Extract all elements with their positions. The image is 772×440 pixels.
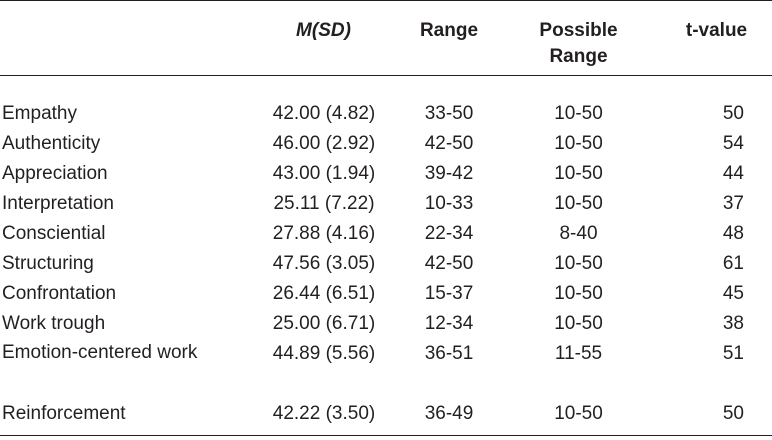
row-label: Authenticity — [2, 133, 101, 154]
row-possible-range: 10-50 — [554, 103, 603, 124]
row-t-value: 48 — [722, 223, 744, 244]
header-t-value: t-value — [644, 0, 772, 76]
row-label: Emotion-centered work — [2, 342, 198, 363]
header-row: M(SD) Range Possible Range t-value — [0, 0, 772, 76]
row-possible-range: 10-50 — [554, 283, 603, 304]
row-t-value: 50 — [722, 103, 744, 124]
row-msd: 25.00 (6.71) — [272, 313, 376, 334]
row-possible-range: 10-50 — [554, 313, 603, 334]
row-range: 42-50 — [424, 133, 474, 154]
row-msd: 47.56 (3.05) — [272, 253, 376, 274]
row-msd: 26.44 (6.51) — [272, 283, 376, 304]
row-t-value: 61 — [722, 253, 744, 274]
table-row: Work trough 25.00 (6.71) 12-34 10-50 38 — [0, 309, 772, 339]
table-row: Consciential 27.88 (4.16) 22-34 8-40 48 — [0, 219, 772, 249]
table-row: Interpretation 25.11 (7.22) 10-33 10-50 … — [0, 189, 772, 219]
row-possible-range: 10-50 — [554, 163, 603, 184]
table-row: Empathy 42.00 (4.82) 33-50 10-50 50 — [0, 76, 772, 130]
table-row: Emotion-centered work 44.89 (5.56) 36-51… — [0, 339, 772, 399]
row-msd: 42.00 (4.82) — [272, 103, 376, 124]
row-label: Empathy — [2, 103, 77, 124]
header-msd: M(SD) — [255, 0, 385, 76]
row-label: Work trough — [2, 313, 106, 334]
header-possible-line1: Possible — [539, 20, 618, 41]
table-row: Confrontation 26.44 (6.51) 15-37 10-50 4… — [0, 279, 772, 309]
row-range: 36-51 — [424, 343, 474, 364]
row-t-value: 54 — [722, 133, 744, 154]
header-possible-range: Possible Range — [513, 0, 644, 76]
row-label: Reinforcement — [0, 399, 255, 436]
row-t-value: 38 — [722, 313, 744, 334]
row-t-value: 51 — [722, 343, 744, 364]
row-msd: 25.11 (7.22) — [273, 193, 375, 214]
table-row: Structuring 47.56 (3.05) 42-50 10-50 61 — [0, 249, 772, 279]
row-label: Consciential — [2, 223, 106, 244]
row-range: 22-34 — [424, 223, 474, 244]
header-possible-line2: Range — [549, 46, 608, 67]
row-range: 12-34 — [424, 313, 474, 334]
row-t-value: 45 — [722, 283, 744, 304]
row-label: Appreciation — [2, 163, 108, 184]
row-possible-range: 8-40 — [559, 223, 598, 244]
row-range: 33-50 — [424, 103, 474, 124]
row-possible-range: 10-50 — [513, 399, 644, 436]
table-row: Reinforcement 42.22 (3.50) 36-49 10-50 5… — [0, 399, 772, 436]
row-msd: 42.22 (3.50) — [255, 399, 385, 436]
table-header: M(SD) Range Possible Range t-value — [0, 0, 772, 76]
row-t-value: 37 — [722, 193, 744, 214]
row-possible-range: 11-55 — [554, 343, 603, 364]
row-range: 39-42 — [424, 163, 474, 184]
row-label: Confrontation — [2, 283, 117, 304]
row-msd: 27.88 (4.16) — [272, 223, 376, 244]
row-range: 42-50 — [424, 253, 474, 274]
row-msd: 43.00 (1.94) — [272, 163, 376, 184]
row-possible-range: 10-50 — [554, 133, 603, 154]
table-row: Authenticity 46.00 (2.92) 42-50 10-50 54 — [0, 129, 772, 159]
table-body: Empathy 42.00 (4.82) 33-50 10-50 50 Auth… — [0, 76, 772, 436]
row-msd: 44.89 (5.56) — [272, 343, 376, 364]
row-possible-range: 10-50 — [554, 193, 603, 214]
row-label: Interpretation — [2, 193, 114, 214]
row-range: 36-49 — [385, 399, 513, 436]
table-row: Appreciation 43.00 (1.94) 39-42 10-50 44 — [0, 159, 772, 189]
row-range: 10-33 — [424, 193, 474, 214]
row-possible-range: 10-50 — [554, 253, 603, 274]
row-t-value: 44 — [722, 163, 744, 184]
row-range: 15-37 — [424, 283, 474, 304]
row-t-value: 50 — [644, 399, 772, 436]
header-label — [0, 0, 255, 76]
header-range: Range — [385, 0, 513, 76]
row-label: Structuring — [2, 253, 94, 274]
row-msd: 46.00 (2.92) — [272, 133, 376, 154]
